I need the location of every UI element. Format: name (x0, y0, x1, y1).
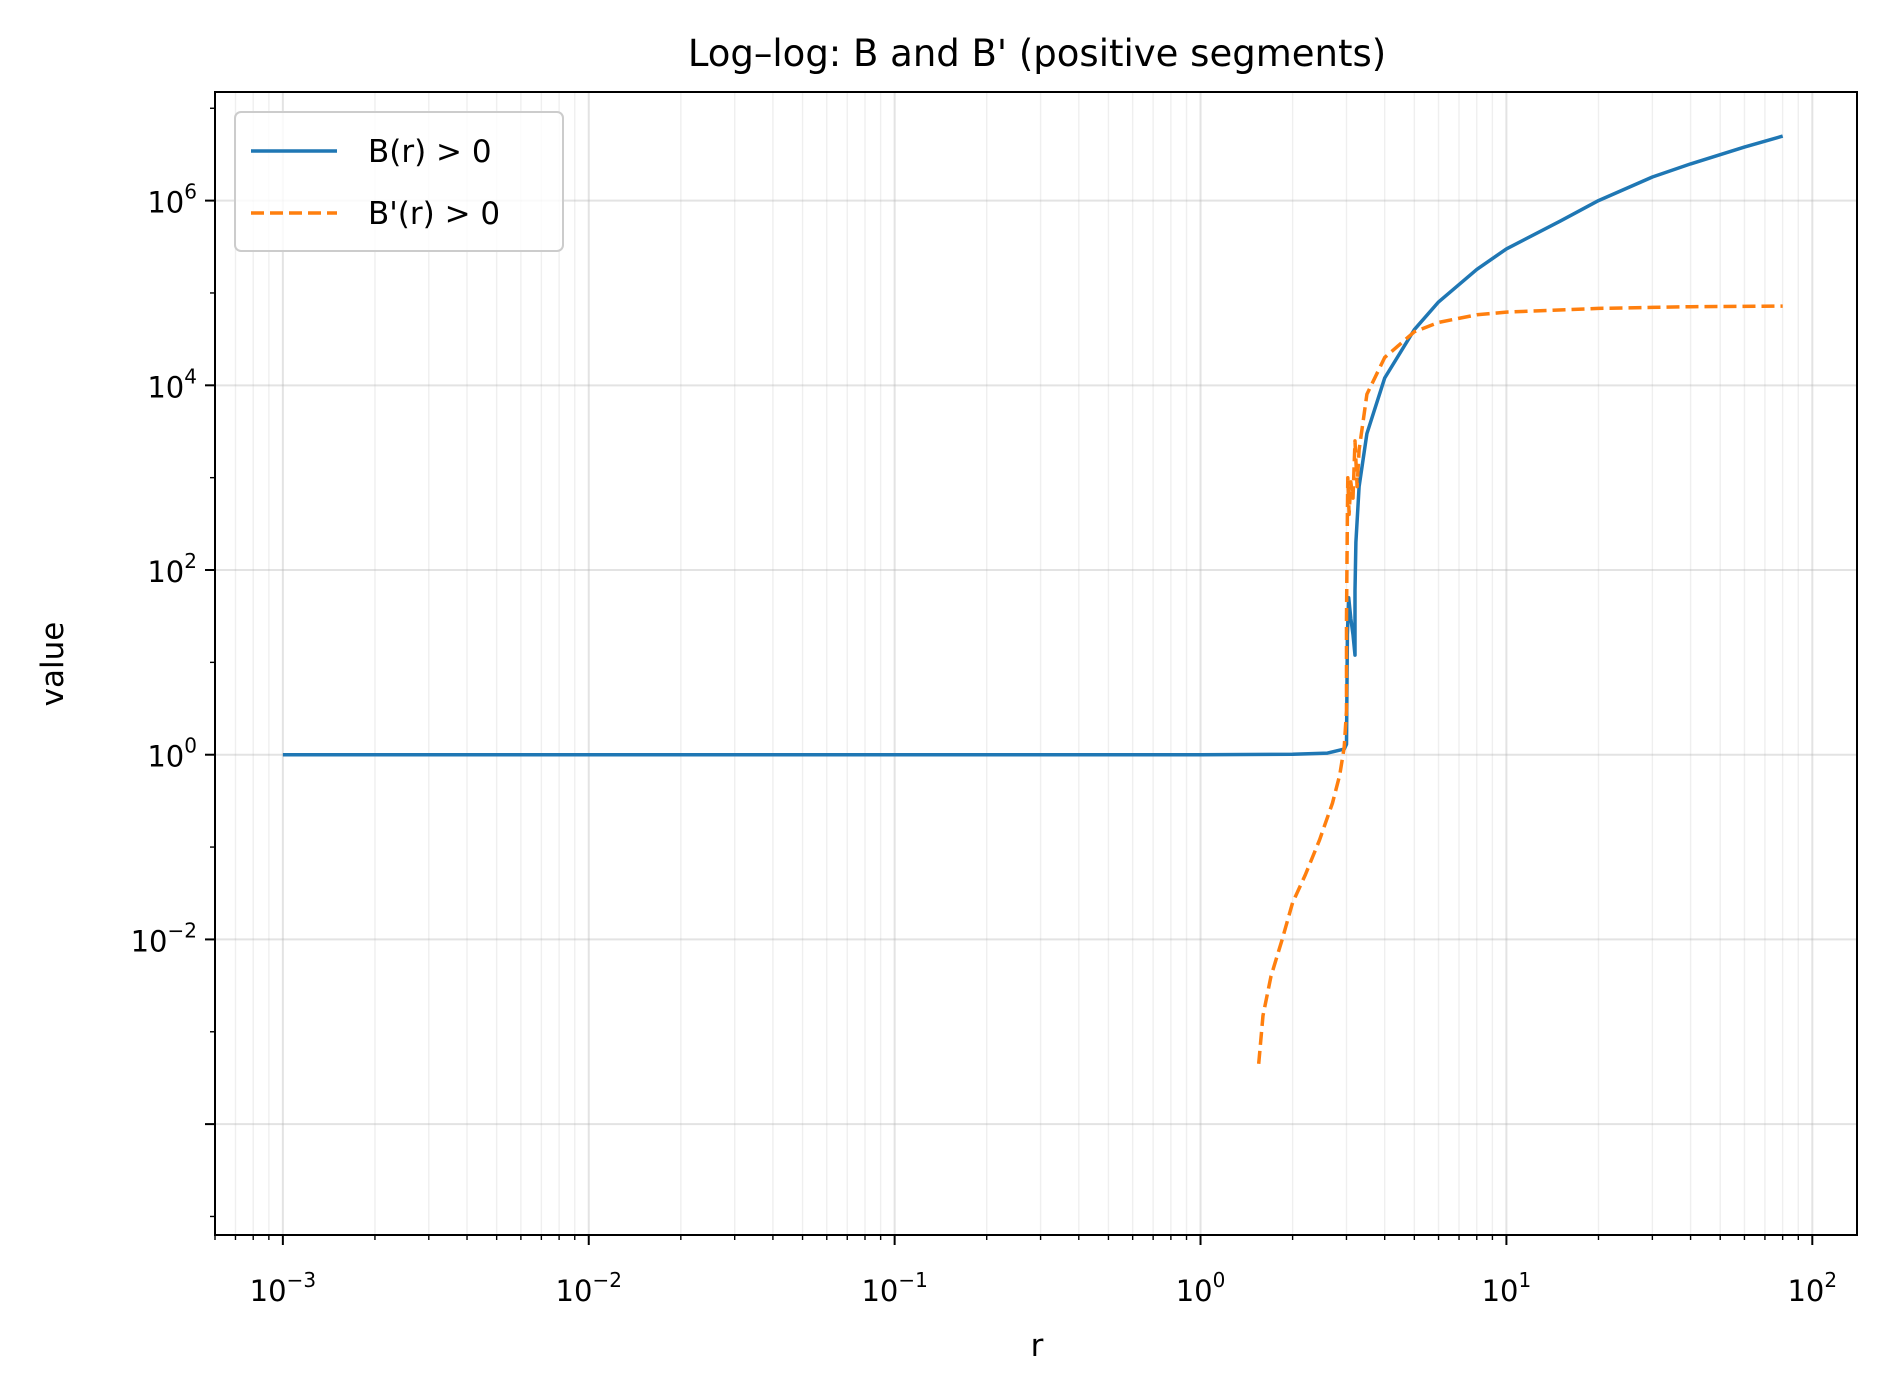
y-tick-label: 104 (147, 364, 197, 404)
x-tick-label: 10−1 (861, 1268, 927, 1308)
legend-box (234, 111, 564, 252)
plot-area-frame (214, 91, 1858, 1236)
x-axis-label: r (1031, 1328, 1044, 1364)
x-tick-label: 100 (1176, 1268, 1226, 1308)
legend-label-b-prime: B'(r) > 0 (368, 196, 500, 232)
x-tick-label: 10−2 (556, 1268, 622, 1308)
series-line-0 (282, 134, 1784, 757)
grid-lines (214, 92, 1857, 1235)
tick-marks (205, 107, 1814, 1245)
series-lines (282, 134, 1784, 1064)
y-tick-label: 10−2 (131, 918, 197, 958)
y-tick-labels: 10−2 100 102 104 106 (131, 180, 197, 959)
y-tick-label: 102 (147, 549, 197, 589)
series-line-1 (1256, 304, 1783, 1064)
y-tick-label: 100 (147, 734, 197, 774)
x-tick-label: 10−3 (250, 1268, 316, 1308)
legend: B(r) > 0 B'(r) > 0 (234, 111, 564, 252)
chart-title: Log–log: B and B' (positive segments) (688, 32, 1386, 75)
x-tick-labels: 10−3 10−2 10−1 100 101 102 (250, 1268, 1837, 1308)
y-axis-label: value (35, 622, 71, 707)
x-tick-label: 101 (1482, 1268, 1532, 1308)
y-tick-label: 106 (147, 180, 197, 220)
x-tick-label: 102 (1787, 1268, 1837, 1308)
legend-label-b: B(r) > 0 (368, 134, 492, 170)
